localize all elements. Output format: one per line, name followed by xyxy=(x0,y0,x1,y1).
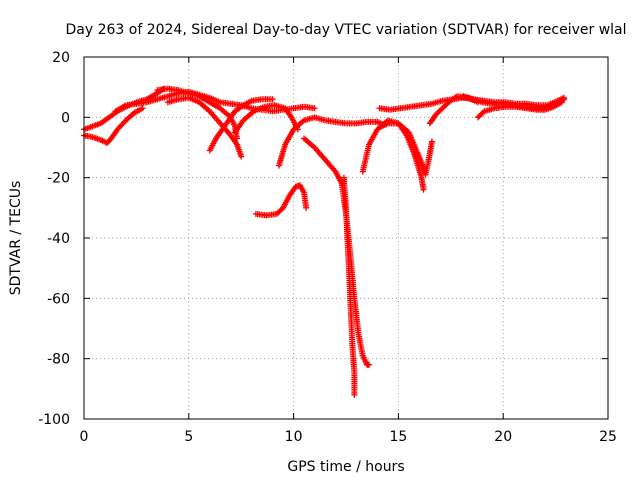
data-point xyxy=(139,105,146,112)
series-arc-4 xyxy=(154,85,241,142)
y-tick-label: -80 xyxy=(47,352,70,368)
axis-ticks: 0 5 10 15 20 25 -100 -80 -60 -40 -20 0 20 xyxy=(38,50,617,445)
y-tick-label: 0 xyxy=(61,110,70,126)
x-axis-label: GPS time / hours xyxy=(287,459,404,475)
series-arc-15 xyxy=(426,93,482,127)
y-tick-label: -40 xyxy=(47,231,70,247)
data-point xyxy=(366,361,373,368)
data-point xyxy=(238,153,245,160)
series-arc-7 xyxy=(231,102,301,136)
data-point xyxy=(420,186,427,193)
data-point xyxy=(351,391,358,398)
data-area xyxy=(81,85,567,398)
data-point xyxy=(311,105,318,112)
data-point xyxy=(303,204,310,211)
series-arc-9 xyxy=(252,182,310,219)
x-tick-label: 0 xyxy=(80,429,89,445)
data-point xyxy=(560,94,567,101)
y-tick-label: 20 xyxy=(52,50,70,66)
x-tick-label: 15 xyxy=(389,429,407,445)
y-tick-label: -20 xyxy=(47,171,70,187)
series-arc-6 xyxy=(206,96,276,154)
series-arc-16 xyxy=(475,99,565,121)
x-tick-label: 25 xyxy=(599,429,617,445)
x-tick-label: 10 xyxy=(285,429,303,445)
data-point xyxy=(269,96,276,103)
series-arc-17 xyxy=(460,93,567,109)
series-arc-5 xyxy=(164,94,245,160)
data-point xyxy=(428,138,435,145)
series-arc-8 xyxy=(275,114,387,169)
x-tick-label: 5 xyxy=(184,429,193,445)
series-arc-11 xyxy=(340,174,358,398)
y-tick-label: -60 xyxy=(47,291,70,307)
series-arc-1 xyxy=(81,105,146,146)
data-point xyxy=(480,109,487,116)
x-tick-label: 20 xyxy=(494,429,512,445)
y-axis-label: SDTVAR / TECUs xyxy=(8,181,24,296)
y-tick-label: -100 xyxy=(38,412,70,428)
chart-title: Day 263 of 2024, Sidereal Day-to-day VTE… xyxy=(65,22,626,38)
series-arc-13 xyxy=(378,120,435,178)
